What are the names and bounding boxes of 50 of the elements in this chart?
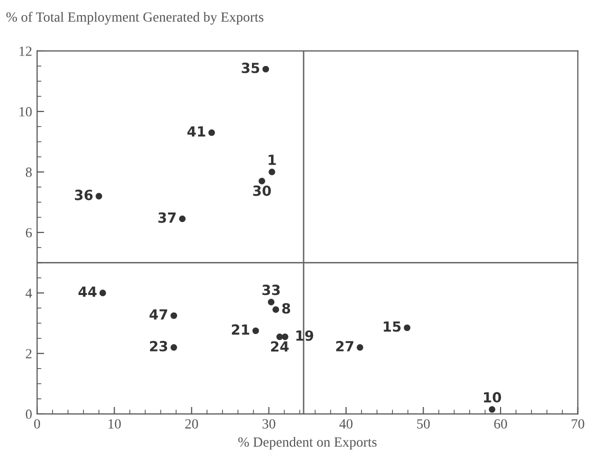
point [179, 216, 186, 222]
x-tick-label: 50 [417, 419, 430, 429]
y-tick-label: 4 [26, 288, 32, 298]
x-tick-label: 60 [494, 419, 507, 429]
annotation: 37 [158, 212, 176, 223]
annotation: 44 [78, 286, 97, 297]
annotation: 41 [187, 126, 206, 136]
annotation: 47 [150, 309, 168, 320]
point [170, 344, 178, 351]
annotation: 35 [242, 62, 260, 74]
annotation: 36 [74, 190, 93, 200]
point [99, 290, 106, 296]
y-tick-label: 0 [26, 410, 32, 419]
point [96, 192, 102, 200]
x-tick-label: 40 [339, 419, 352, 429]
y-tick-label: 6 [26, 228, 32, 238]
y-tick-label: 10 [20, 107, 32, 116]
point [258, 178, 266, 184]
point [272, 306, 280, 313]
y-axis-title: % of Total Employment Generated by Exports [6, 12, 264, 25]
point [262, 66, 270, 72]
annotation: 15 [384, 321, 401, 332]
x-axis-title: % Dependent on Exports [238, 436, 377, 450]
point [268, 168, 276, 176]
annotation: 24 [271, 341, 289, 352]
point [208, 129, 215, 136]
annotation: 30 [253, 185, 271, 196]
annotation: 8 [282, 303, 290, 314]
annotation: 1 [268, 154, 276, 165]
annotation: 10 [484, 392, 502, 403]
point [170, 312, 178, 319]
point [488, 406, 496, 413]
x-tick-label: 70 [572, 419, 584, 429]
point [276, 334, 283, 340]
point [282, 334, 288, 340]
annotation: 21 [232, 324, 250, 335]
point [404, 324, 410, 332]
x-tick-label: 30 [262, 419, 276, 429]
point [252, 327, 259, 334]
annotation: 27 [336, 340, 354, 352]
y-tick-label: 2 [26, 349, 32, 358]
annotation: 23 [150, 340, 168, 352]
point [356, 344, 364, 351]
x-tick-label: 0 [34, 419, 40, 429]
annotation: 33 [262, 284, 280, 296]
x-tick-label: 10 [108, 419, 121, 429]
x-tick-label: 20 [185, 419, 198, 429]
y-tick-label: 8 [26, 168, 32, 177]
point [268, 298, 274, 306]
y-tick-label: 12 [20, 46, 32, 56]
